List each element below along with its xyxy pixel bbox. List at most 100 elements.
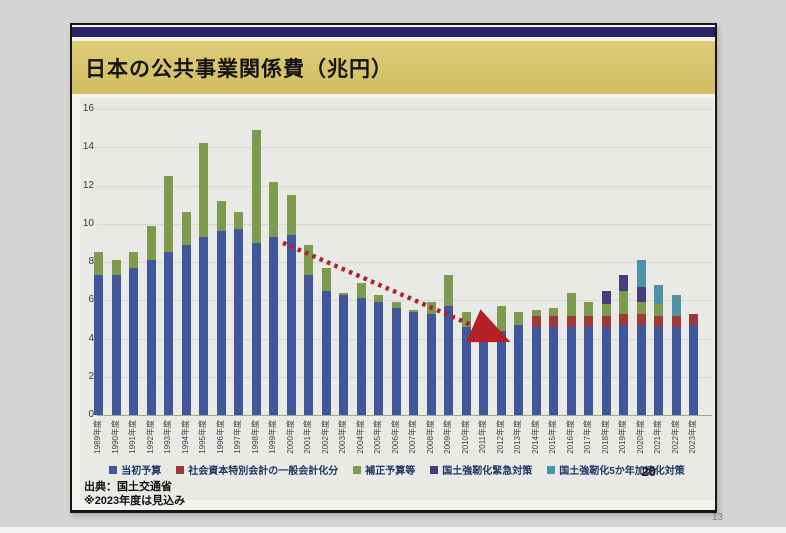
bar-segment (269, 181, 278, 238)
bar-segment (111, 260, 121, 276)
bar-segment (496, 305, 506, 331)
footnote-text: ※2023年度は見込み (84, 495, 186, 507)
legend-label: 当初予算 (121, 466, 162, 477)
x-axis-label: 2018年度 (600, 420, 610, 454)
y-tick-label: 12 (82, 179, 94, 191)
bar-segment (601, 315, 611, 328)
bar-segment (479, 328, 488, 415)
bar-segment (671, 315, 681, 328)
gridline (97, 185, 712, 187)
x-axis-label: 1999年度 (268, 420, 277, 454)
x-axis-label: 2013年度 (513, 420, 522, 454)
y-tick-label: 0 (88, 409, 94, 420)
slide-accent-bar (72, 27, 715, 37)
bar-segment (584, 327, 593, 415)
bar-segment (496, 330, 506, 415)
bar-segment (671, 327, 681, 415)
bar-segment (286, 235, 296, 415)
slide-page-number: 20 (641, 464, 656, 479)
x-axis-label: 2019年度 (618, 420, 627, 454)
bar-segment (654, 315, 663, 328)
bar-segment (251, 242, 261, 415)
bar-segment (304, 275, 313, 415)
gridline (97, 338, 712, 340)
bar-segment (251, 130, 261, 243)
bar-segment (391, 307, 401, 415)
bar-segment (409, 311, 418, 415)
bar-segment (269, 237, 278, 415)
x-axis-label: 1990年度 (110, 420, 120, 454)
y-tick-label: 14 (82, 141, 94, 153)
bar-segment (601, 304, 611, 316)
bar-segment (426, 302, 436, 314)
bar-segment (304, 244, 313, 276)
bottom-strip (0, 527, 786, 533)
bar-segment (619, 325, 628, 415)
bar-segment (339, 294, 348, 415)
bar-segment (584, 315, 593, 328)
x-axis-label: 1996年度 (215, 420, 225, 454)
x-axis-label: 2009年度 (443, 420, 452, 454)
bar-segment (619, 290, 628, 314)
bar-segment (654, 284, 663, 305)
legend-label: 補正予算等 (365, 466, 416, 477)
x-axis-label: 2006年度 (390, 420, 400, 454)
y-tick-label: 4 (88, 332, 94, 344)
legend-item: 補正予算等 (353, 462, 415, 477)
x-axis-label: 2005年度 (373, 420, 382, 454)
x-axis-label: 1994年度 (180, 420, 190, 454)
bar-segment (566, 327, 576, 415)
legend-swatch (353, 465, 362, 474)
bar-segment (356, 283, 366, 299)
bar-segment (181, 244, 191, 415)
x-axis-label: 2001年度 (303, 420, 312, 454)
bar-segment (321, 290, 331, 415)
bar-segment (636, 302, 646, 314)
x-axis-label: 2017年度 (583, 420, 592, 454)
presentation-slide: 日本の公共事業関係費（兆円） 0 2 4 6 8 10 12 14 16 1989年度 1990年度… (70, 23, 717, 513)
legend-swatch (430, 465, 439, 474)
bar-segment (234, 212, 243, 230)
x-axis-label: 2012年度 (495, 420, 505, 454)
bar-segment (531, 327, 541, 415)
bar-segment (146, 225, 156, 261)
x-axis-label: 2015年度 (548, 420, 557, 454)
chart-panel: 0 2 4 6 8 10 12 14 16 1989年度 1990年度 1991年度 1992年度 199… (80, 98, 714, 500)
document-page-number: 13 (712, 512, 724, 523)
x-axis-label: 2002年度 (320, 420, 330, 454)
legend-label: 社会資本特別会計の一般会計化分 (188, 466, 339, 477)
bar-segment (94, 275, 103, 415)
slide-title: 日本の公共事業関係費（兆円） (85, 57, 393, 81)
bar-segment (654, 327, 663, 415)
legend-swatch (176, 465, 185, 474)
x-axis-label: 2004年度 (355, 420, 365, 454)
legend-item: 当初予算 (109, 462, 161, 477)
legend-item: 国土強靭化5か年加速化対策 (547, 462, 685, 477)
bar-segment (374, 302, 383, 415)
bar-segment (216, 231, 226, 415)
legend-swatch (109, 465, 118, 474)
bar-segment (601, 290, 611, 305)
bar-segment (216, 200, 226, 232)
bar-segment (461, 311, 471, 328)
bar-segment (689, 313, 698, 326)
gridline (97, 147, 712, 149)
x-axis-label: 2014年度 (530, 420, 540, 454)
bar-segment (339, 292, 348, 295)
bar-segment (129, 252, 138, 268)
source-text: 出典：国土交通省 (84, 481, 172, 493)
bar-segment (671, 294, 681, 316)
x-axis-label: 2007年度 (408, 420, 417, 454)
bar-segment (514, 325, 523, 415)
bar-segment (636, 260, 646, 287)
bar-segment (601, 327, 611, 415)
legend-item: 国土強靭化緊急対策 (430, 462, 532, 477)
x-axis-label: 1993年度 (163, 420, 172, 454)
y-tick-label: 10 (82, 217, 94, 229)
bar-segment (164, 175, 173, 253)
bar-segment (619, 275, 628, 291)
bar-segment (461, 327, 471, 415)
x-axis-label: 2023年度 (688, 420, 697, 454)
gridline (97, 109, 712, 110)
